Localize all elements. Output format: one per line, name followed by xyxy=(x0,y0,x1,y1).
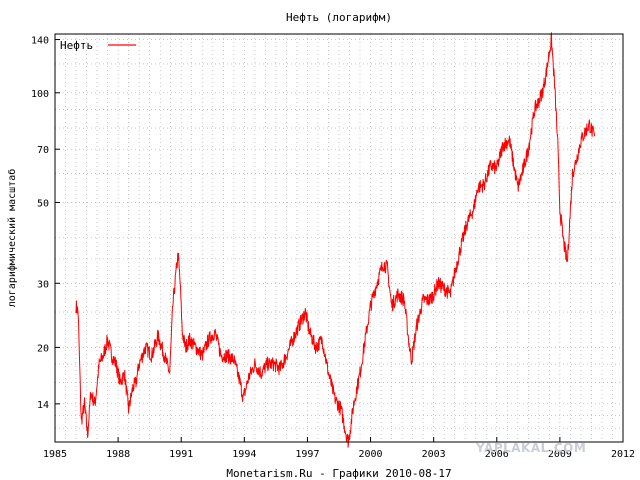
x-tick-label: 1997 xyxy=(295,449,319,460)
x-tick-label: 1994 xyxy=(232,449,256,460)
series-layer xyxy=(75,32,596,448)
y-tick-label: 50 xyxy=(37,198,49,209)
x-tick-label: 2000 xyxy=(359,449,383,460)
x-tick-label: 2009 xyxy=(548,449,572,460)
x-tick-label: 2006 xyxy=(485,449,509,460)
legend-label: Нефть xyxy=(60,39,93,52)
x-tick-label: 1985 xyxy=(43,449,67,460)
x-tick-label: 1988 xyxy=(106,449,130,460)
legend: Нефть xyxy=(60,39,136,52)
y-tick-label: 20 xyxy=(37,343,49,354)
y-tick-label: 100 xyxy=(31,89,49,100)
plot-frame xyxy=(54,33,624,443)
ticks: 1985 1988 1991 1994 1997 2000 2003 2006 2009 2012… xyxy=(31,36,635,460)
x-tick-label: 2003 xyxy=(422,449,446,460)
y-tick-label: 14 xyxy=(37,400,49,411)
y-tick-label: 30 xyxy=(37,279,49,290)
x-tick-label: 2012 xyxy=(611,449,635,460)
y-tick-label: 140 xyxy=(31,36,49,47)
grid xyxy=(55,34,623,442)
y-axis-label: логарифмический масштаб xyxy=(6,169,18,307)
series-line-oil xyxy=(75,32,596,448)
x-tick-label: 1991 xyxy=(169,449,193,460)
chart-title: Нефть (логарифм) xyxy=(286,11,392,24)
watermark: YAPLAKAL.COM xyxy=(476,441,587,455)
x-axis-label: Monetarism.Ru - Графики 2010-08-17 xyxy=(226,467,451,480)
y-tick-label: 70 xyxy=(37,145,49,156)
